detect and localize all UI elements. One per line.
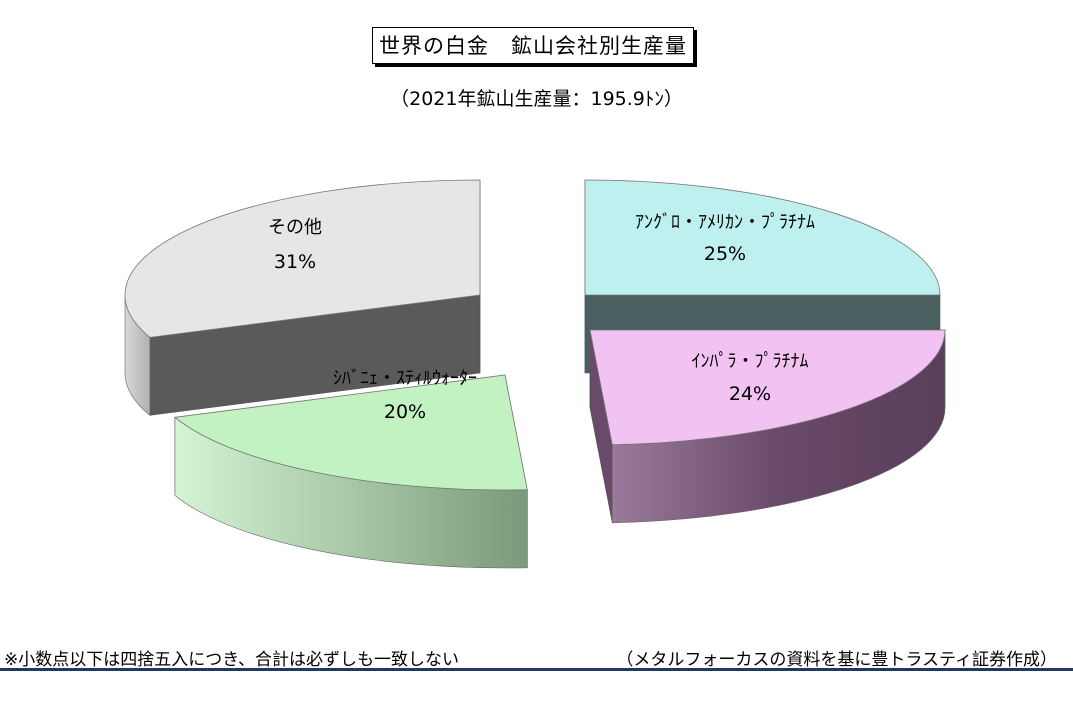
pie-chart: ｱﾝｸﾞﾛ・ｱﾒﾘｶﾝ・ﾌﾟﾗﾁﾅﾑ 25% ｲﾝﾊﾟﾗ・ﾌﾟﾗﾁﾅﾑ 24% ｼﾊﾞﾆ…: [124, 179, 946, 569]
slice-value-sibanye: 20%: [384, 401, 426, 423]
pie-slice-top: [173, 374, 528, 491]
bottom-rule: [0, 668, 1073, 671]
pie-slice-top: [584, 179, 941, 296]
pie-slice-top: [124, 179, 481, 338]
slice-value-implats: 24%: [729, 383, 771, 405]
slice-value-others: 31%: [274, 251, 316, 273]
chart-title: 世界の白金 鉱山会社別生産量: [372, 27, 694, 64]
chart-subtitle: （2021年鉱山生産量：195.9ﾄﾝ）: [390, 88, 683, 110]
pie-slice-implats: [589, 329, 946, 524]
pie-slice-sibanye: [173, 374, 528, 569]
slice-label-others: その他: [268, 217, 322, 238]
footnote: ※小数点以下は四捨五入につき、合計は必ずしも一致しない: [4, 650, 460, 670]
slice-label-anglo-american: ｱﾝｸﾞﾛ・ｱﾒﾘｶﾝ・ﾌﾟﾗﾁﾅﾑ: [635, 212, 815, 233]
pie-slice-others: [124, 179, 481, 416]
slice-value-anglo-american: 25%: [704, 243, 746, 265]
source-note: （メタルフォーカスの資料を基に豊トラスティ証券作成）: [616, 650, 1057, 670]
slice-label-implats: ｲﾝﾊﾟﾗ・ﾌﾟﾗﾁﾅﾑ: [692, 351, 809, 372]
pie-slice-top: [589, 329, 946, 446]
slice-label-sibanye: ｼﾊﾞﾆｪ・ｽﾃｨﾙｳｫｰﾀｰ: [333, 368, 477, 389]
